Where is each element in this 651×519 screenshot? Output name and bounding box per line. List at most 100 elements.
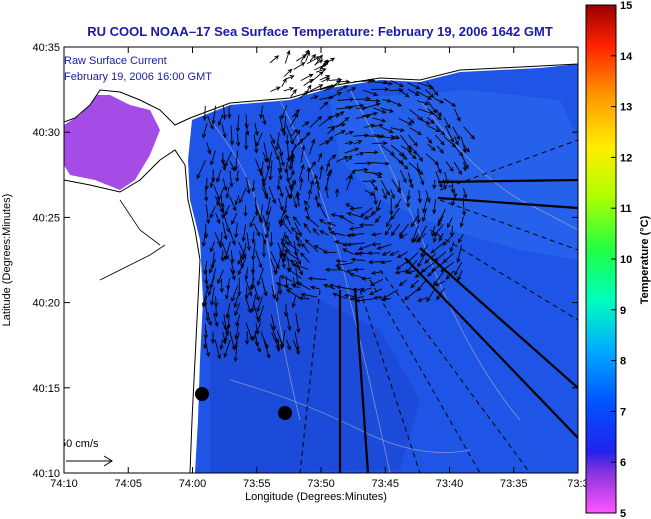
x-tick-label: 73:35: [500, 478, 528, 490]
current-arrow: [380, 107, 394, 113]
current-arrow: [251, 242, 256, 261]
current-arrow: [335, 285, 355, 290]
current-arrow: [270, 86, 281, 92]
current-arrow: [219, 278, 224, 294]
current-arrow: [444, 171, 449, 185]
current-arrow: [220, 250, 225, 263]
current-arrow: [285, 75, 295, 80]
current-arrow: [221, 124, 227, 139]
current-arrow: [243, 132, 249, 151]
current-arrow: [300, 252, 310, 263]
current-arrow: [254, 286, 260, 302]
current-arrow: [256, 267, 264, 286]
current-arrow: [303, 78, 314, 86]
current-arrow: [436, 287, 445, 301]
current-arrow: [201, 123, 208, 139]
current-arrow: [405, 259, 418, 274]
current-arrow: [283, 86, 295, 92]
current-arrow: [201, 231, 206, 248]
current-arrow: [210, 331, 216, 345]
current-arrow: [336, 85, 349, 92]
current-arrow: [279, 275, 292, 282]
current-arrow: [300, 49, 310, 63]
current-arrow: [430, 242, 445, 254]
current-arrow: [349, 272, 365, 279]
current-arrow: [335, 262, 354, 268]
scale-label: 50 cm/s: [60, 438, 99, 450]
current-arrow: [278, 197, 284, 212]
current-arrow: [345, 130, 354, 135]
current-arrow: [398, 279, 408, 287]
current-arrow: [382, 81, 394, 86]
current-arrow: [274, 132, 280, 151]
current-arrow: [324, 185, 329, 199]
current-arrow: [390, 223, 401, 237]
current-arrow: [453, 161, 462, 176]
current-arrow: [275, 286, 280, 303]
current-arrow: [319, 101, 329, 110]
current-arrow: [293, 197, 298, 209]
y-tick-label: 40:30: [32, 127, 60, 139]
current-arrow: [221, 158, 227, 172]
current-arrow: [244, 278, 253, 297]
current-arrow: [426, 136, 433, 144]
current-arrow: [345, 103, 365, 108]
current-arrow: [222, 105, 227, 120]
current-arrow: [285, 241, 300, 252]
current-arrow: [371, 232, 382, 237]
current-arrow: [381, 126, 394, 133]
current-arrow: [293, 62, 306, 70]
scale-arrow: [66, 455, 113, 467]
current-arrow: [303, 200, 310, 209]
current-arrow: [279, 239, 287, 259]
current-arrow: [389, 197, 394, 216]
current-arrow: [213, 313, 219, 328]
current-arrow: [284, 275, 289, 289]
current-arrow: [309, 84, 324, 92]
current-arrow: [315, 68, 327, 73]
current-arrow: [286, 313, 292, 332]
current-arrow: [424, 89, 435, 99]
current-arrow: [364, 98, 381, 104]
current-arrow: [278, 160, 283, 173]
current-arrow: [447, 217, 453, 229]
current-arrow: [280, 104, 288, 120]
current-arrow: [214, 339, 222, 360]
current-arrow: [253, 133, 259, 154]
colorbar-tick-label: 8: [620, 356, 626, 368]
current-arrow: [449, 242, 455, 253]
current-arrow: [271, 285, 277, 300]
current-arrow: [292, 339, 300, 356]
current-arrow: [281, 231, 286, 244]
current-arrow: [285, 186, 291, 200]
current-arrow: [324, 267, 338, 272]
current-arrow: [211, 105, 217, 125]
current-arrow: [416, 117, 431, 125]
current-arrow: [216, 186, 225, 207]
current-arrow: [323, 284, 336, 290]
current-arrow: [451, 197, 456, 207]
current-arrow: [261, 187, 269, 200]
current-arrow: [350, 257, 366, 262]
current-arrow: [270, 314, 277, 331]
current-arrow: [335, 111, 345, 118]
current-arrow: [433, 251, 447, 263]
current-arrow: [290, 88, 297, 97]
current-arrow: [264, 222, 271, 239]
current-arrow: [241, 224, 247, 243]
current-arrow: [355, 298, 374, 303]
current-arrow: [409, 127, 423, 136]
current-arrow: [456, 244, 462, 264]
current-arrow: [424, 253, 436, 264]
current-arrow: [359, 207, 374, 217]
current-arrow: [233, 150, 239, 172]
current-arrow: [205, 278, 210, 291]
current-arrow: [370, 181, 378, 192]
current-arrow: [337, 97, 355, 102]
current-arrow: [284, 49, 291, 64]
current-arrow: [303, 222, 312, 234]
current-arrow: [275, 282, 293, 290]
y-tick-label: 40:10: [32, 468, 60, 480]
current-arrow: [398, 118, 413, 126]
current-arrow: [427, 117, 435, 125]
